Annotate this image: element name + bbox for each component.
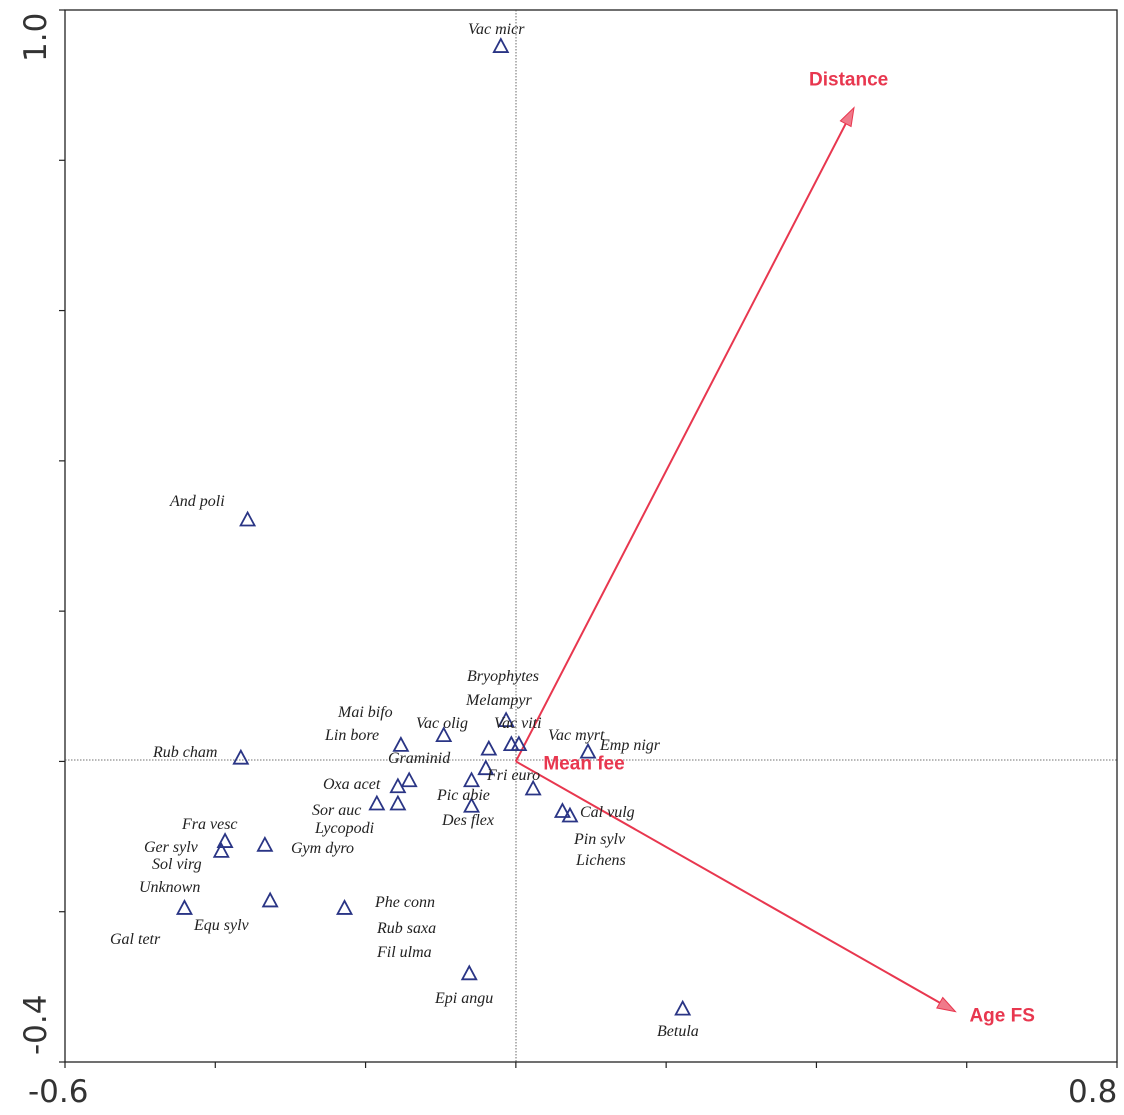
species-label-32: Betula (657, 1023, 699, 1040)
species-label-5: Vac olig (416, 715, 468, 732)
species-label-26: Equ sylv (193, 917, 250, 934)
species-label-20: Lichens (575, 852, 626, 869)
species-point-14 (368, 794, 386, 811)
species-point-24 (261, 891, 279, 908)
species-label-31: Epi angu (434, 990, 493, 1007)
species-point-9 (579, 742, 597, 759)
species-point-22 (256, 835, 274, 852)
vector-line-0 (514, 123, 847, 762)
species-label-19: Pin sylv (573, 831, 626, 848)
species-point-21 (212, 841, 230, 858)
species-point-15 (389, 794, 407, 811)
species-point-20 (216, 832, 234, 848)
species-label-13: Oxa acet (323, 776, 381, 793)
species-points (175, 37, 692, 1016)
species-point-26 (460, 964, 478, 981)
species-label-14: Sor auc (312, 802, 361, 819)
species-point-17 (524, 779, 542, 796)
species-point-23 (175, 899, 193, 915)
species-point-16 (463, 796, 481, 813)
species-label-6: Bryophytes (467, 668, 539, 685)
y-tick-label-min: -0.4 (18, 995, 54, 1056)
vector-head-1 (936, 996, 957, 1013)
species-label-23: Sol virg (152, 856, 202, 873)
species-point-11 (463, 771, 481, 788)
species-point-2 (232, 748, 250, 765)
species-label-29: Rub saxa (376, 920, 436, 937)
species-label-4: Lin bore (324, 727, 379, 744)
species-point-0 (492, 37, 510, 53)
axis-ticks (59, 9, 1118, 1068)
species-point-12 (400, 771, 418, 788)
species-label-16: Pic abie (436, 787, 490, 804)
species-point-13 (389, 777, 407, 794)
species-point-25 (336, 899, 354, 915)
species-label-10: Emp nigr (599, 737, 661, 754)
species-label-28: Phe conn (374, 894, 435, 911)
species-label-3: Mai bifo (337, 704, 393, 721)
species-label-1: And poli (169, 493, 225, 510)
species-point-3 (392, 735, 410, 752)
x-tick-label-min: -0.6 (28, 1074, 89, 1110)
species-point-4 (435, 726, 453, 743)
species-point-1 (239, 510, 257, 527)
species-labels: Vac micr And poli Rub cham Mai bifo Lin bore… (110, 21, 699, 1040)
species-point-27 (674, 999, 692, 1016)
species-point-10 (477, 759, 495, 776)
vector-label-0: Distance (809, 70, 888, 91)
species-label-12: Fri euro (486, 767, 540, 784)
species-point-8 (510, 735, 528, 752)
species-label-22: Ger sylv (144, 839, 199, 856)
species-label-2: Rub cham (152, 744, 217, 761)
species-label-25: Unknown (139, 879, 200, 896)
species-label-30: Fil ulma (376, 944, 432, 961)
plot-frame (64, 9, 1118, 1063)
species-label-18: Cal vulg (580, 804, 635, 821)
vector-label-1: Age FS (969, 1006, 1034, 1027)
vector-line-1 (515, 760, 941, 1004)
x-tick-label-max: 0.8 (1068, 1074, 1117, 1110)
y-tick-label-max: 1.0 (18, 13, 54, 62)
species-label-11: Graminid (388, 750, 451, 767)
species-label-0: Vac micr (468, 21, 525, 38)
species-label-8: Vac viti (494, 715, 542, 732)
species-point-5 (480, 739, 498, 756)
species-label-17: Des flex (441, 812, 494, 829)
vector-head-0 (839, 106, 855, 128)
species-label-21: Fra vesc (181, 816, 238, 833)
species-point-18 (553, 802, 571, 818)
species-label-9: Vac myrt (548, 727, 605, 744)
species-point-6 (497, 711, 515, 727)
species-label-24: Gym dyro (291, 840, 354, 857)
environmental-vectors: Distance Age FS Mean fee (514, 70, 1035, 1027)
species-point-19 (561, 806, 579, 823)
species-label-15: Lycopodi (314, 820, 374, 837)
species-label-7: Melampyr (465, 692, 533, 709)
vector-label-2: Mean fee (543, 753, 624, 774)
species-label-27: Gal tetr (110, 931, 161, 948)
